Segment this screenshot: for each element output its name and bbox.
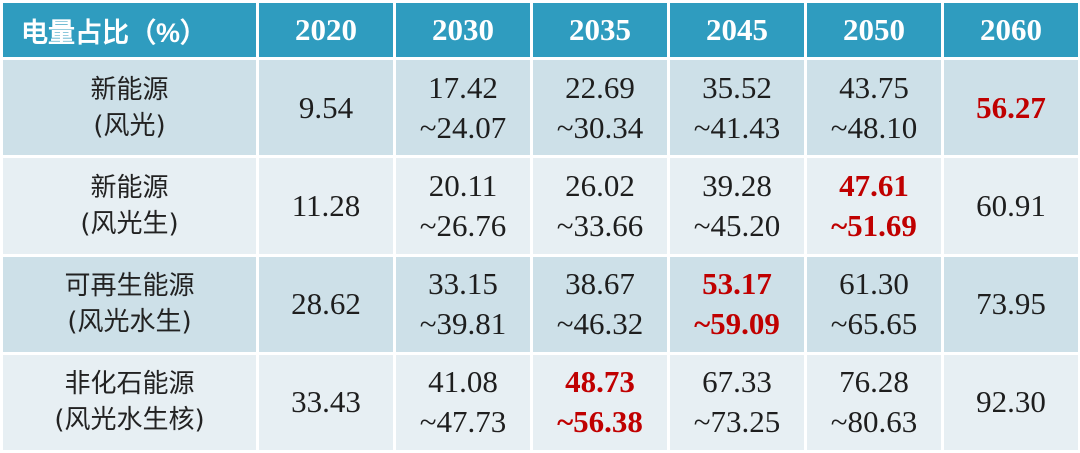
value-cell: 38.67 ~46.32 [530, 253, 670, 355]
row-label-line: 新能源 [90, 172, 169, 203]
value-line: 43.75 [839, 69, 909, 105]
value-line: 9.54 [298, 89, 354, 125]
value-cell: 35.52 ~41.43 [667, 56, 807, 159]
value-line: ~30.34 [556, 109, 644, 145]
value-cell: 60.91 [941, 155, 1080, 257]
row-label-line: 非化石能源 [64, 369, 195, 400]
value-cell-highlighted: 56.27 [941, 56, 1080, 159]
value-line: 48.73 [565, 364, 635, 400]
row-label: 非化石能源 (风光水生核) [0, 351, 259, 453]
table-row: 可再生能源 (风光水生) 28.62 33.15 ~39.81 38.67 ~4… [0, 253, 1080, 355]
value-line: ~48.10 [830, 109, 918, 145]
value-cell: 73.95 [941, 253, 1080, 355]
value-line: ~39.81 [419, 306, 507, 342]
table-row: 新能源 (风光) 9.54 17.42 ~24.07 22.69 ~30.34 … [0, 56, 1080, 159]
value-cell: 33.43 [256, 351, 396, 453]
value-line: 39.28 [702, 167, 772, 203]
value-cell: 28.62 [256, 253, 396, 355]
value-cell: 22.69 ~30.34 [530, 56, 670, 159]
value-line: ~45.20 [693, 207, 781, 243]
value-cell: 26.02 ~33.66 [530, 155, 670, 257]
value-line: 17.42 [428, 69, 498, 105]
value-line: ~51.69 [831, 207, 917, 243]
value-line: 11.28 [291, 187, 361, 223]
value-cell: 41.08 ~47.73 [393, 351, 533, 453]
table-row: 非化石能源 (风光水生核) 33.43 41.08 ~47.73 48.73 ~… [0, 351, 1080, 453]
value-line: ~73.25 [693, 404, 781, 440]
header-year-2030: 2030 [393, 0, 533, 60]
header-year-2020: 2020 [256, 0, 396, 60]
value-line: ~80.63 [830, 404, 918, 440]
row-label: 可再生能源 (风光水生) [0, 253, 259, 355]
row-label-line: (风光) [93, 110, 166, 141]
value-line: ~46.32 [556, 306, 644, 342]
row-label-line: 新能源 [90, 74, 169, 105]
value-line: 41.08 [428, 364, 498, 400]
value-line: 35.52 [702, 69, 772, 105]
value-cell: 9.54 [256, 56, 396, 159]
value-line: ~56.38 [557, 404, 643, 440]
value-cell: 17.42 ~24.07 [393, 56, 533, 159]
header-label: 电量占比（%） [0, 0, 259, 60]
table-header-row: 电量占比（%） 2020 2030 2035 2045 2050 2060 [0, 0, 1080, 60]
value-line: 38.67 [565, 266, 635, 302]
header-year-2060: 2060 [941, 0, 1080, 60]
value-cell-highlighted: 47.61 ~51.69 [804, 155, 944, 257]
value-line: 20.11 [428, 167, 498, 203]
value-cell: 39.28 ~45.20 [667, 155, 807, 257]
header-year-2045: 2045 [667, 0, 807, 60]
value-cell: 67.33 ~73.25 [667, 351, 807, 453]
value-line: 53.17 [702, 266, 772, 302]
value-line: 22.69 [565, 69, 635, 105]
row-label: 新能源 (风光) [0, 56, 259, 159]
value-cell: 11.28 [256, 155, 396, 257]
value-line: ~47.73 [419, 404, 507, 440]
value-line: 26.02 [565, 167, 635, 203]
row-label-line: 可再生能源 [64, 271, 195, 302]
value-line: 73.95 [976, 286, 1046, 322]
value-line: 76.28 [839, 364, 909, 400]
value-line: ~65.65 [830, 306, 918, 342]
value-line: 47.61 [839, 167, 909, 203]
value-line: ~41.43 [693, 109, 781, 145]
value-cell-highlighted: 53.17 ~59.09 [667, 253, 807, 355]
value-cell: 76.28 ~80.63 [804, 351, 944, 453]
value-line: 56.27 [976, 89, 1046, 125]
header-year-2050: 2050 [804, 0, 944, 60]
row-label-line: (风光生) [80, 208, 179, 239]
value-line: 33.43 [291, 384, 361, 420]
header-year-2035: 2035 [530, 0, 670, 60]
value-line: 92.30 [976, 384, 1046, 420]
value-line: 67.33 [702, 364, 772, 400]
value-line: 33.15 [428, 266, 498, 302]
value-cell: 92.30 [941, 351, 1080, 453]
value-line: 60.91 [976, 187, 1046, 223]
value-line: 28.62 [291, 286, 361, 322]
row-label-line: (风光水生核) [54, 405, 205, 436]
value-cell: 61.30 ~65.65 [804, 253, 944, 355]
value-line: 61.30 [839, 266, 909, 302]
row-label: 新能源 (风光生) [0, 155, 259, 257]
value-cell-highlighted: 48.73 ~56.38 [530, 351, 670, 453]
row-label-line: (风光水生) [67, 307, 192, 338]
value-cell: 20.11 ~26.76 [393, 155, 533, 257]
value-line: ~26.76 [419, 207, 507, 243]
table-row: 新能源 (风光生) 11.28 20.11 ~26.76 26.02 ~33.6… [0, 155, 1080, 257]
value-line: ~24.07 [419, 109, 507, 145]
value-cell: 43.75 ~48.10 [804, 56, 944, 159]
value-line: ~59.09 [694, 306, 780, 342]
value-cell: 33.15 ~39.81 [393, 253, 533, 355]
value-line: ~33.66 [556, 207, 644, 243]
